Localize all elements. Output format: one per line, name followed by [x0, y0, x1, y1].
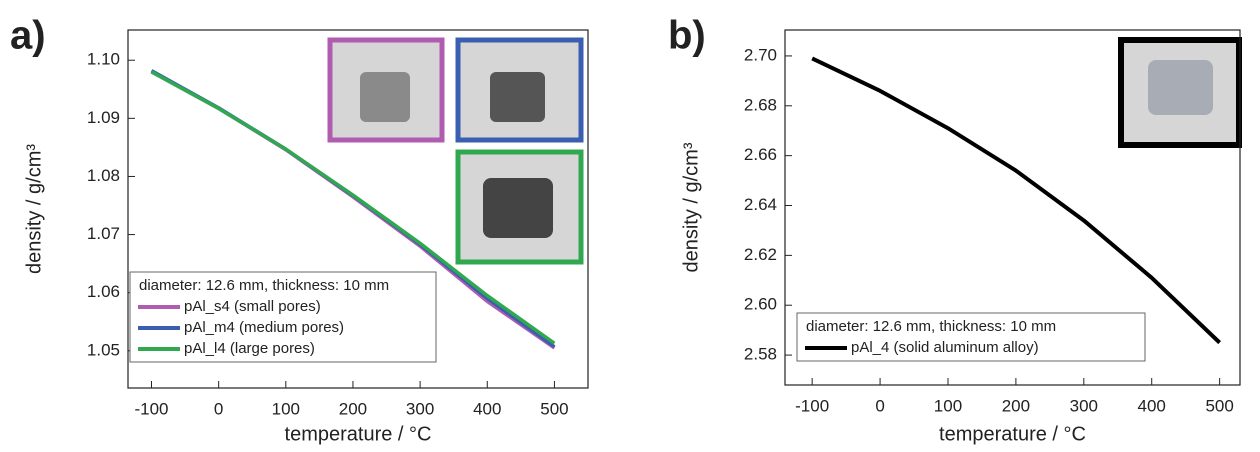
x-tick-label: 500 [540, 399, 568, 418]
x-axis-title: temperature / °C [939, 423, 1086, 445]
y-tick-label: 1.07 [87, 224, 120, 243]
sample-image [483, 178, 553, 238]
sample-image [360, 72, 410, 122]
sample-image [490, 72, 545, 122]
x-tick-label: -100 [795, 396, 829, 415]
y-tick-label: 2.60 [744, 295, 777, 314]
y-tick-label: 2.70 [744, 45, 777, 64]
y-tick-label: 2.66 [744, 145, 777, 164]
x-axis-title: temperature / °C [285, 423, 432, 445]
data-line [150, 70, 556, 345]
legend-label: pAl_s4 (small pores) [184, 298, 321, 315]
sample-image [1148, 60, 1213, 115]
x-tick-label: 200 [339, 399, 367, 418]
y-tick-label: 2.62 [744, 245, 777, 264]
y-tick-label: 1.05 [87, 340, 120, 359]
legend-box [129, 271, 437, 363]
x-tick-label: -100 [134, 399, 168, 418]
x-tick-label: 0 [214, 399, 223, 418]
x-tick-label: 300 [406, 399, 434, 418]
legend-box [796, 312, 1146, 362]
legend-label: pAl_m4 (medium pores) [184, 319, 344, 336]
y-axis-title: density / g/cm³ [680, 142, 702, 272]
x-tick-label: 0 [875, 396, 884, 415]
x-tick-label: 100 [934, 396, 962, 415]
y-tick-label: 1.09 [87, 108, 120, 127]
x-tick-label: 300 [1070, 396, 1098, 415]
x-tick-label: 200 [1002, 396, 1030, 415]
inset-photo [327, 37, 445, 143]
y-tick-label: 1.08 [87, 166, 120, 185]
legend-label: pAl_l4 (large pores) [184, 340, 315, 357]
x-tick-label: 500 [1205, 396, 1233, 415]
legend-title: diameter: 12.6 mm, thickness: 10 mm [806, 318, 1056, 335]
legend-title: diameter: 12.6 mm, thickness: 10 mm [139, 277, 389, 294]
inset-photos [327, 37, 1242, 265]
y-axis-title: density / g/cm³ [23, 144, 45, 274]
y-tick-label: 1.10 [87, 50, 120, 69]
y-tick-label: 1.06 [87, 282, 120, 301]
panel-label: b) [668, 14, 706, 58]
x-tick-label: 400 [473, 399, 501, 418]
legend-label: pAl_4 (solid aluminum alloy) [851, 339, 1039, 356]
x-tick-label: 100 [272, 399, 300, 418]
y-tick-label: 2.64 [744, 195, 777, 214]
panel-label: a) [10, 14, 46, 58]
inset-photo [455, 37, 584, 143]
plot-frame [127, 29, 589, 389]
y-tick-label: 2.58 [744, 345, 777, 364]
data-line [811, 56, 1222, 345]
x-tick-label: 400 [1138, 396, 1166, 415]
y-tick-label: 2.68 [744, 95, 777, 114]
plot-frame [784, 29, 1241, 386]
